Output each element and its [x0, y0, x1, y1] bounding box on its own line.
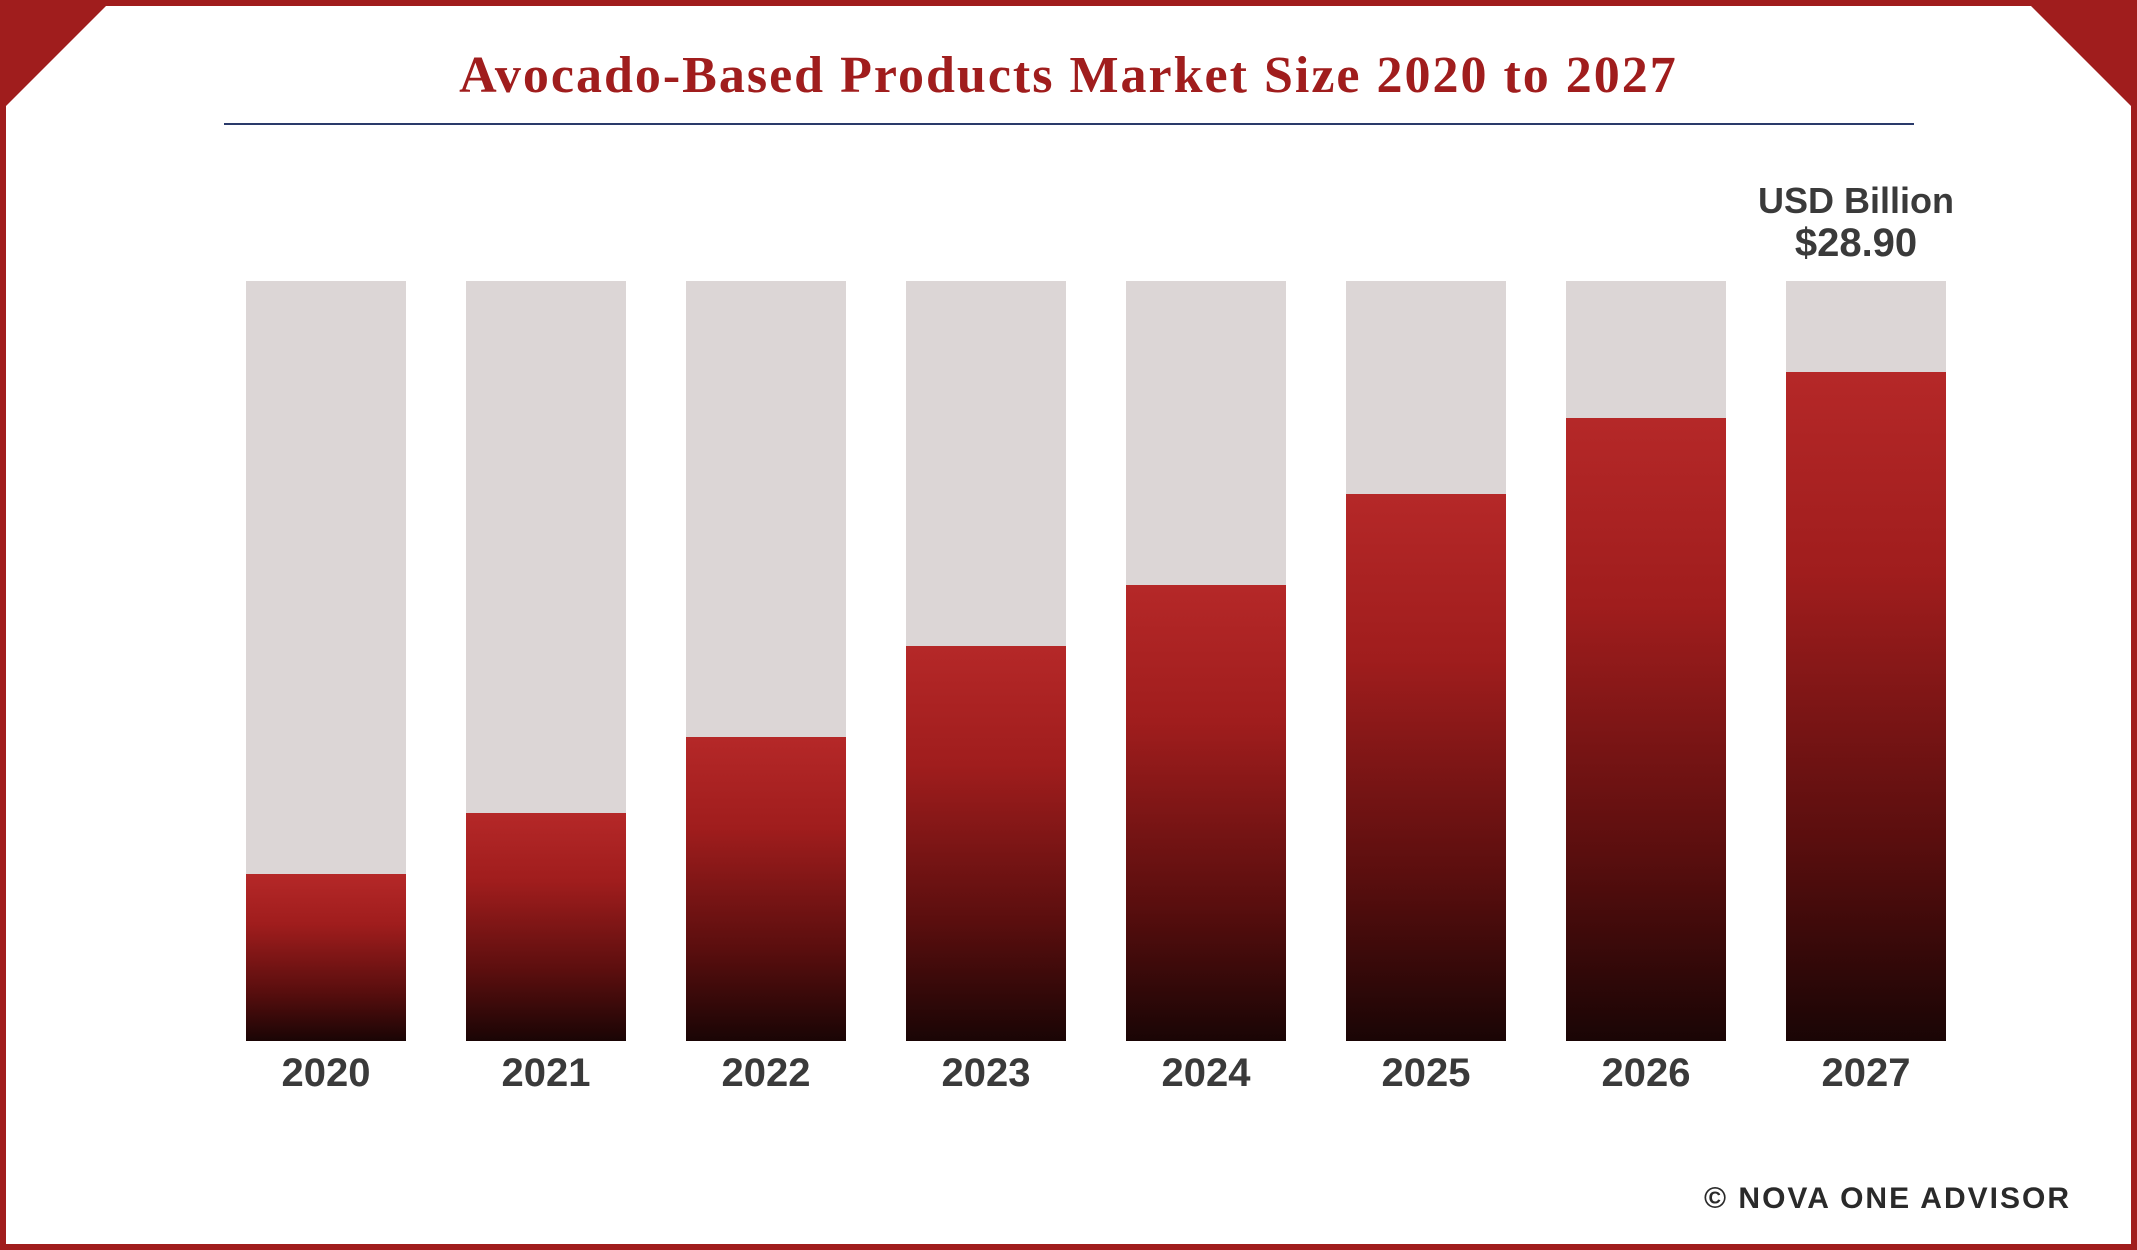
bar-category-label: 2027 [1822, 1051, 1911, 1096]
bar-fill [1566, 418, 1726, 1041]
chart-frame: Avocado-Based Products Market Size 2020 … [0, 0, 2137, 1250]
bar-category-label: 2024 [1162, 1051, 1251, 1096]
value-callout: USD Billion $28.90 [1726, 181, 1986, 265]
bar-slot: 2020 [246, 281, 406, 1041]
bar-category-label: 2023 [942, 1051, 1031, 1096]
bar-slot: 2021 [466, 281, 626, 1041]
bar-fill [1346, 494, 1506, 1041]
bar-category-label: 2025 [1382, 1051, 1471, 1096]
bar-slot: 2026 [1566, 281, 1726, 1041]
bar-category-label: 2026 [1602, 1051, 1691, 1096]
corner-triangle-top-right [2031, 6, 2131, 106]
bar-fill [686, 737, 846, 1041]
chart-area: USD Billion $28.90 202020212022202320242… [246, 281, 1946, 1101]
bar-category-label: 2022 [722, 1051, 811, 1096]
chart-title: Avocado-Based Products Market Size 2020 … [6, 46, 2131, 105]
corner-triangle-top-left [6, 6, 106, 106]
callout-value: $28.90 [1726, 221, 1986, 265]
bar-slot: 2022 [686, 281, 846, 1041]
title-underline [224, 123, 1914, 125]
bar-fill [906, 646, 1066, 1041]
bar-slot: 2024 [1126, 281, 1286, 1041]
bars-row: 2020 2021 2022 2023 2024 2025 2026 2027 [246, 281, 1946, 1041]
bar-slot: 2023 [906, 281, 1066, 1041]
bar-slot: 2025 [1346, 281, 1506, 1041]
bar-category-label: 2021 [502, 1051, 591, 1096]
bar-slot: 2027 [1786, 281, 1946, 1041]
bar-fill [466, 813, 626, 1041]
attribution: © NOVA ONE ADVISOR [1704, 1182, 2071, 1216]
title-block: Avocado-Based Products Market Size 2020 … [6, 6, 2131, 125]
callout-unit: USD Billion [1726, 181, 1986, 221]
bar-category-label: 2020 [282, 1051, 371, 1096]
bar-fill [246, 874, 406, 1041]
bar-fill [1126, 585, 1286, 1041]
bar-fill [1786, 372, 1946, 1041]
